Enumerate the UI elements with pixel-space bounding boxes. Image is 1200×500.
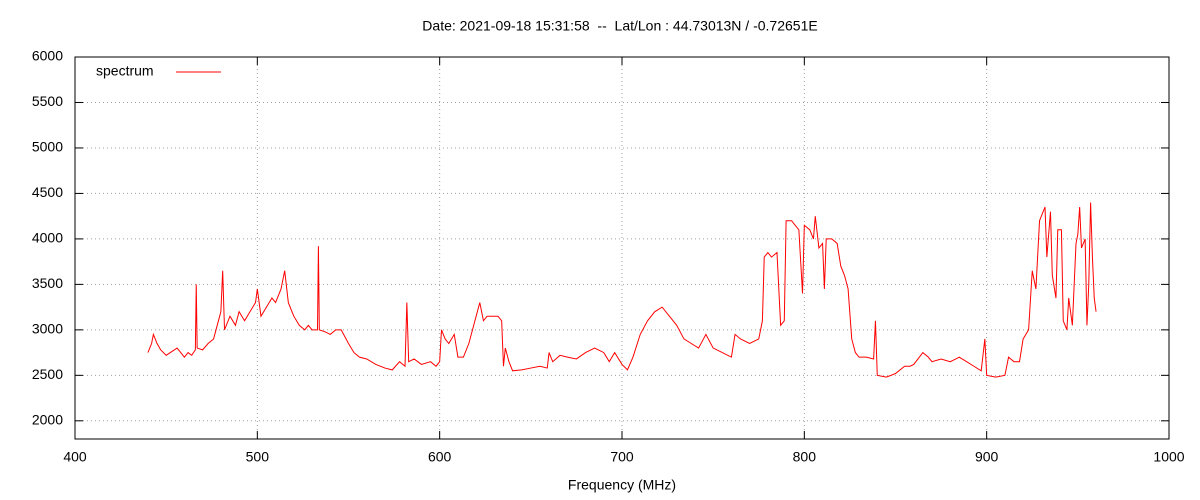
y-tick-label: 4000 <box>32 230 63 246</box>
y-tick-label: 4500 <box>32 184 63 200</box>
x-tick-label: 800 <box>793 449 817 465</box>
y-tick-label: 2500 <box>32 366 63 382</box>
y-tick-label: 3000 <box>32 321 63 337</box>
y-tick-label: 5500 <box>32 93 63 109</box>
chart-title: Date: 2021-09-18 15:31:58 -- Lat/Lon : 4… <box>422 18 817 34</box>
x-tick-label: 600 <box>428 449 452 465</box>
y-tick-label: 5000 <box>32 139 63 155</box>
y-tick-label: 6000 <box>32 48 63 64</box>
y-tick-label: 2000 <box>32 412 63 428</box>
x-axis-label: Frequency (MHz) <box>568 477 676 493</box>
x-tick-label: 400 <box>63 449 87 465</box>
x-tick-label: 1000 <box>1153 449 1184 465</box>
legend-label: spectrum <box>96 63 154 79</box>
x-tick-label: 700 <box>610 449 634 465</box>
x-tick-label: 900 <box>975 449 999 465</box>
data-line <box>147 202 1097 378</box>
plot-frame <box>74 56 1170 440</box>
y-tick-label: 3500 <box>32 275 63 291</box>
x-tick-label: 500 <box>246 449 270 465</box>
